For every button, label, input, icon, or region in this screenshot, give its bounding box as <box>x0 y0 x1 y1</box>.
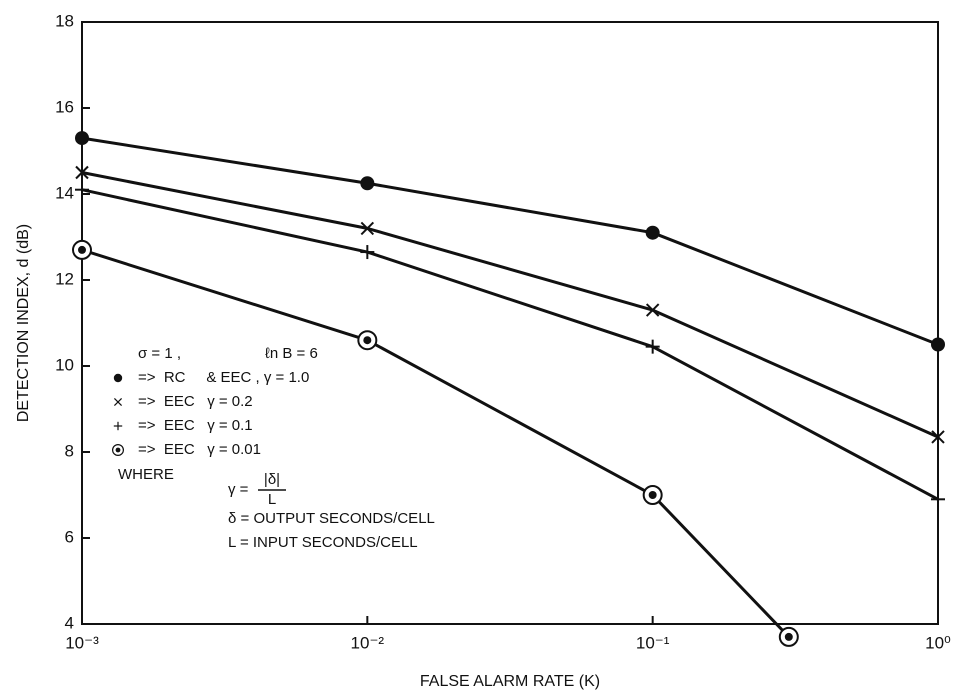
x-tick-label: 10⁻¹ <box>636 633 670 652</box>
marker-stroke <box>360 221 375 236</box>
marker-dot <box>931 337 945 352</box>
annotation: γ = <box>228 481 249 498</box>
series-line <box>81 171 939 439</box>
y-tick-label: 10 <box>55 355 74 374</box>
marker <box>645 225 660 240</box>
marker-dot <box>645 225 660 240</box>
marker <box>642 485 663 505</box>
annotation: |δ| <box>264 471 280 488</box>
marker <box>931 430 945 444</box>
marker-stroke <box>645 303 660 317</box>
marker <box>72 239 92 260</box>
marker <box>360 245 375 260</box>
y-tick-label: 4 <box>65 613 74 632</box>
annotation: σ = 1 , <box>138 345 181 362</box>
annotation: L = INPUT SECONDS/CELL <box>228 534 418 551</box>
legend-marker <box>113 421 123 431</box>
y-tick-label: 18 <box>55 11 74 30</box>
annotation: δ = OUTPUT SECONDS/CELL <box>228 510 435 527</box>
legend-marker <box>113 397 123 407</box>
annotation: WHERE <box>118 466 174 483</box>
marker-dot <box>648 491 657 499</box>
marker-dot <box>115 447 121 453</box>
annotation: L <box>268 491 276 508</box>
legend-marker <box>111 444 124 457</box>
marker <box>75 131 89 146</box>
marker-stroke <box>931 430 945 444</box>
marker <box>931 337 945 352</box>
marker-dot <box>360 176 375 191</box>
legend-marker <box>113 373 123 383</box>
marker-stroke <box>113 397 123 407</box>
marker <box>360 221 375 236</box>
y-tick-label: 8 <box>65 441 74 460</box>
annotation: ℓn B = 6 <box>265 345 318 362</box>
legend-label: => EEC γ = 0.1 <box>138 417 253 434</box>
series-line <box>81 248 790 638</box>
marker <box>75 165 89 180</box>
marker-stroke <box>75 165 89 180</box>
x-tick-label: 10⁰ <box>925 633 951 652</box>
marker <box>778 626 799 647</box>
marker-dot <box>784 632 793 641</box>
marker <box>645 339 660 354</box>
marker-dot <box>78 245 86 254</box>
y-tick-label: 16 <box>55 97 74 116</box>
plot-frame <box>81 21 939 625</box>
legend-label: => RC & EEC , γ = 1.0 <box>138 369 309 386</box>
marker <box>360 176 375 191</box>
marker-dot <box>75 131 89 146</box>
series-line <box>81 136 939 346</box>
x-axis-label: FALSE ALARM RATE (K) <box>420 673 600 690</box>
x-tick-label: 10⁻² <box>351 633 385 652</box>
series-line <box>81 188 939 501</box>
marker-dot <box>363 336 372 345</box>
marker-dot <box>113 373 123 383</box>
y-tick-label: 6 <box>65 527 74 546</box>
legend-label: => EEC γ = 0.01 <box>138 441 261 458</box>
x-tick-label: 10⁻³ <box>65 633 99 652</box>
marker <box>75 182 89 197</box>
y-axis-label: DETECTION INDEX, d (dB) <box>15 224 32 422</box>
y-tick-label: 14 <box>55 183 74 202</box>
marker <box>357 330 378 351</box>
legend-label: => EEC γ = 0.2 <box>138 393 253 410</box>
marker <box>931 492 945 507</box>
y-tick-label: 12 <box>55 269 74 288</box>
marker <box>645 303 660 317</box>
